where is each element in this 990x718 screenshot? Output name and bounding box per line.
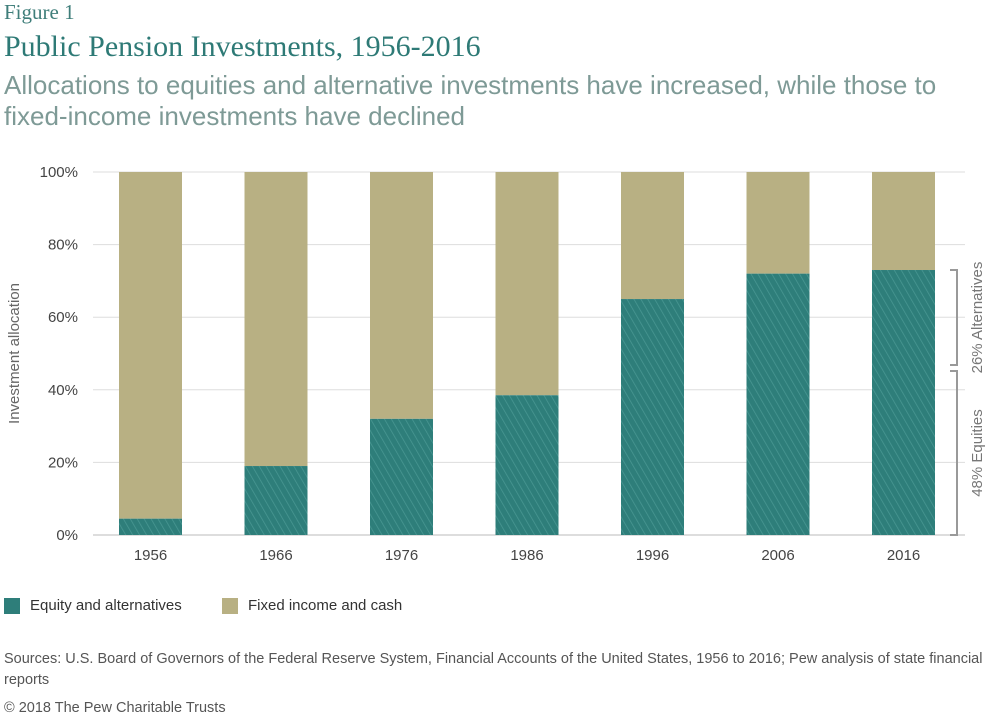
- y-tick-label: 20%: [48, 454, 78, 471]
- bar-equity: [495, 395, 559, 535]
- legend-label-equity: Equity and alternatives: [30, 597, 182, 614]
- copyright: © 2018 The Pew Charitable Trusts: [4, 700, 226, 716]
- chart-title: Public Pension Investments, 1956-2016: [4, 30, 481, 63]
- figure-label: Figure 1: [4, 0, 75, 24]
- bar-fixed-income: [872, 172, 935, 271]
- x-tick-label: 1986: [510, 547, 543, 564]
- y-axis-label: Investment allocation: [6, 283, 23, 424]
- x-tick-label: 2006: [761, 547, 794, 564]
- y-tick-label: 0%: [56, 527, 78, 544]
- chart-subtitle: Allocations to equities and alternative …: [4, 70, 937, 131]
- y-tick-label: 40%: [48, 382, 78, 399]
- annotation-label: 26% Alternatives: [969, 262, 986, 374]
- stacked-bar-chart: 0% 20% 40% 60% 80% 100% Investment allocation 1…: [6, 164, 986, 564]
- x-tick-label: 1996: [636, 547, 669, 564]
- legend-swatch-equity: [4, 597, 20, 614]
- bar-equity: [370, 418, 433, 535]
- legend-swatch-fixed: [222, 597, 238, 614]
- bar-equity: [244, 466, 308, 535]
- bar-fixed-income: [244, 172, 308, 467]
- annotation-label: 48% Equities: [969, 409, 986, 497]
- annotation-bracket: [950, 370, 958, 536]
- bar-fixed-income: [621, 172, 684, 300]
- legend-item-equity: Equity and alternatives: [4, 597, 182, 614]
- sources-note: Sources: U.S. Board of Governors of the …: [4, 651, 983, 688]
- x-tick-label: 1956: [134, 547, 167, 564]
- y-tick-label: 100%: [40, 164, 78, 181]
- legend-item-fixed: Fixed income and cash: [222, 597, 402, 614]
- y-tick-label: 80%: [48, 237, 78, 254]
- bar-equity: [746, 273, 810, 535]
- x-tick-label: 1966: [259, 547, 292, 564]
- annotation-bracket: [950, 269, 958, 367]
- y-tick-label: 60%: [48, 309, 78, 326]
- legend-label-fixed: Fixed income and cash: [248, 597, 403, 614]
- bar-fixed-income: [119, 172, 182, 519]
- bar-equity: [119, 518, 182, 535]
- x-tick-label: 1976: [385, 547, 418, 564]
- bar-fixed-income: [370, 172, 433, 419]
- bar-fixed-income: [746, 172, 810, 274]
- bar-equity: [872, 270, 935, 535]
- x-tick-label: 2016: [887, 547, 920, 564]
- bar-fixed-income: [495, 172, 559, 396]
- bar-equity: [621, 299, 684, 535]
